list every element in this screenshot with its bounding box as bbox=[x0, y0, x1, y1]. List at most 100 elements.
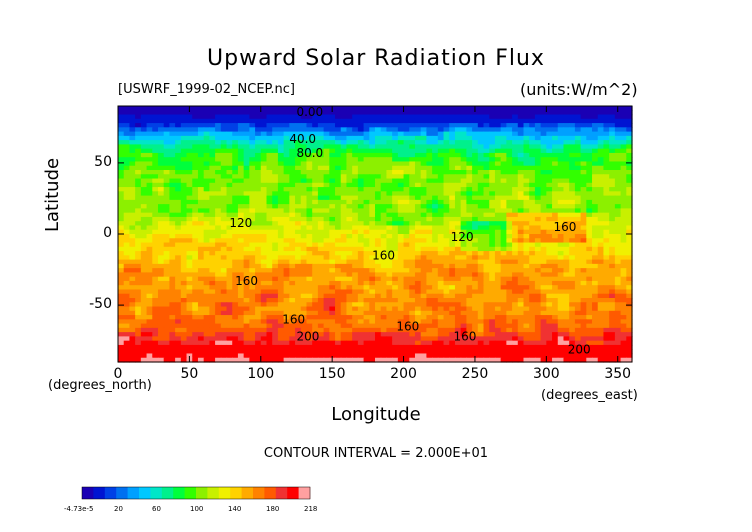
heatmap-cell bbox=[363, 135, 370, 141]
heatmap-cell bbox=[529, 332, 536, 337]
heatmap-cell bbox=[472, 263, 479, 269]
heatmap-cell bbox=[392, 170, 399, 175]
heatmap-cell bbox=[363, 246, 370, 252]
heatmap-cell bbox=[175, 152, 182, 158]
heatmap-cell bbox=[329, 289, 336, 295]
heatmap-cell bbox=[363, 289, 370, 295]
heatmap-cell bbox=[237, 178, 245, 184]
heatmap-cell bbox=[449, 199, 456, 205]
heatmap-cell bbox=[529, 285, 536, 291]
heatmap-cell bbox=[609, 161, 616, 167]
heatmap-cell bbox=[369, 187, 376, 192]
heatmap-cell bbox=[163, 259, 170, 265]
heatmap-cell bbox=[323, 302, 330, 308]
heatmap-cell bbox=[414, 310, 422, 316]
heatmap-cell bbox=[203, 127, 210, 133]
heatmap-cell bbox=[534, 208, 542, 214]
heatmap-cell bbox=[563, 114, 570, 120]
heatmap-cell bbox=[175, 191, 182, 197]
heatmap-cell bbox=[437, 106, 445, 111]
heatmap-cell bbox=[300, 319, 308, 325]
heatmap-cell bbox=[546, 272, 553, 278]
heatmap-cell bbox=[255, 212, 262, 218]
heatmap-cell bbox=[277, 242, 285, 248]
heatmap-cell bbox=[220, 323, 228, 329]
heatmap-cell bbox=[523, 289, 530, 295]
heatmap-cell bbox=[386, 234, 393, 239]
heatmap-cell bbox=[460, 140, 467, 145]
heatmap-cell bbox=[534, 272, 542, 278]
heatmap-cell bbox=[420, 242, 427, 248]
heatmap-cell bbox=[283, 221, 290, 227]
heatmap-cell bbox=[432, 178, 439, 184]
heatmap-cell bbox=[186, 187, 193, 192]
heatmap-cell bbox=[129, 302, 136, 308]
heatmap-cell bbox=[460, 302, 467, 308]
heatmap-cell bbox=[215, 255, 222, 261]
heatmap-cell bbox=[255, 118, 262, 124]
heatmap-cell bbox=[403, 187, 410, 192]
heatmap-cell bbox=[175, 178, 182, 184]
heatmap-cell bbox=[603, 204, 610, 209]
heatmap-cell bbox=[449, 195, 456, 201]
heatmap-cell bbox=[237, 216, 245, 222]
heatmap-cell bbox=[466, 280, 473, 286]
heatmap-cell bbox=[232, 204, 239, 209]
heatmap-cell bbox=[266, 336, 273, 342]
heatmap-cell bbox=[329, 298, 336, 303]
heatmap-cell bbox=[135, 310, 142, 316]
heatmap-cell bbox=[123, 118, 131, 124]
heatmap-cell bbox=[517, 276, 525, 282]
heatmap-cell bbox=[626, 259, 633, 265]
heatmap-cell bbox=[534, 106, 542, 111]
heatmap-cell bbox=[260, 152, 268, 158]
heatmap-cell bbox=[592, 259, 599, 265]
heatmap-cell bbox=[586, 110, 593, 116]
heatmap-cell bbox=[506, 293, 513, 299]
heatmap-cell bbox=[432, 272, 439, 278]
heatmap-cell bbox=[272, 127, 279, 133]
heatmap-cell bbox=[295, 221, 302, 227]
heatmap-cell bbox=[363, 340, 370, 346]
heatmap-cell bbox=[540, 327, 547, 333]
heatmap-cell bbox=[157, 336, 165, 342]
heatmap-cell bbox=[249, 182, 256, 188]
heatmap-cell bbox=[266, 157, 273, 163]
heatmap-cell bbox=[380, 238, 388, 244]
heatmap-cell bbox=[574, 246, 582, 252]
heatmap-cell bbox=[266, 216, 273, 222]
heatmap-cell bbox=[580, 204, 587, 209]
heatmap-cell bbox=[226, 293, 233, 299]
heatmap-cell bbox=[489, 161, 496, 167]
heatmap-cell bbox=[266, 315, 273, 320]
heatmap-cell bbox=[420, 263, 427, 269]
heatmap-cell bbox=[489, 280, 496, 286]
heatmap-cell bbox=[557, 242, 565, 248]
heatmap-cell bbox=[369, 280, 376, 286]
heatmap-cell bbox=[357, 225, 365, 231]
heatmap-cell bbox=[483, 255, 490, 261]
heatmap-cell bbox=[352, 327, 359, 333]
heatmap-cell bbox=[460, 332, 467, 337]
heatmap-cell bbox=[557, 323, 565, 329]
heatmap-cell bbox=[466, 276, 473, 282]
heatmap-cell bbox=[592, 178, 599, 184]
heatmap-cell bbox=[603, 251, 610, 256]
heatmap-cell bbox=[260, 187, 268, 192]
heatmap-cell bbox=[449, 280, 456, 286]
heatmap-cell bbox=[557, 161, 565, 167]
heatmap-cell bbox=[266, 114, 273, 120]
heatmap-cell bbox=[237, 187, 245, 192]
heatmap-cell bbox=[300, 229, 308, 235]
heatmap-cell bbox=[203, 148, 210, 154]
heatmap-cell bbox=[277, 272, 285, 278]
heatmap-cell bbox=[357, 293, 365, 299]
heatmap-cell bbox=[335, 336, 342, 342]
heatmap-cell bbox=[157, 114, 165, 120]
heatmap-cell bbox=[323, 340, 330, 346]
heatmap-cell bbox=[260, 204, 268, 209]
heatmap-cell bbox=[375, 157, 382, 163]
heatmap-cell bbox=[489, 148, 496, 154]
heatmap-cell bbox=[460, 178, 467, 184]
heatmap-cell bbox=[215, 182, 222, 188]
